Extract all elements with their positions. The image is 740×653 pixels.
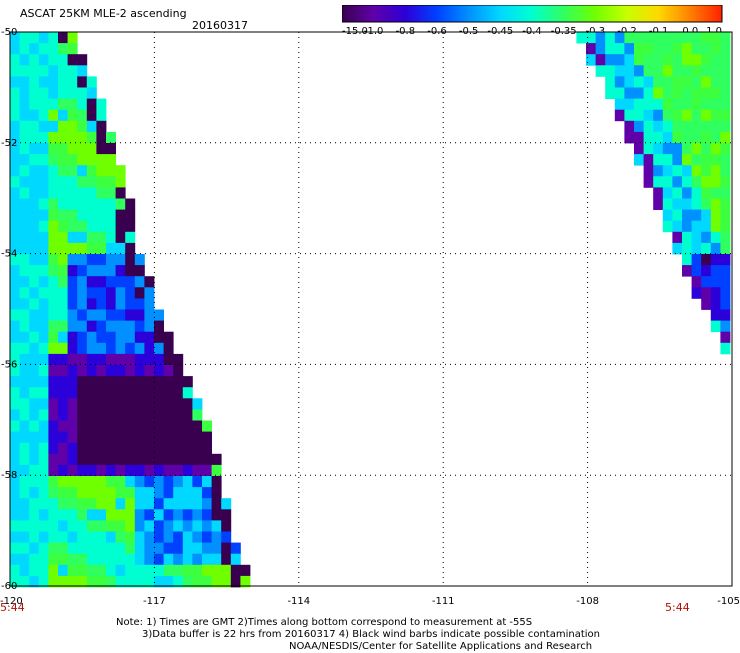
x-tick-label: -120 [0,596,23,607]
colorbar-gradient [342,5,723,23]
colorbar-tick-label: -0.1 [649,26,669,35]
colorbar-tick-label: -0.3 [586,26,606,35]
x-tick-label: -105 [717,596,740,607]
note-line-3: NOAA/NESDIS/Center for Satellite Applica… [289,641,593,652]
note-line-1: Note: 1) Times are GMT 2)Times along bot… [116,617,533,628]
color-scale-legend: -15.0-1.0 -0.8 -0.6 -0.5 -0.45 -0.4 -0.35 -0.3 -… [342,5,723,35]
y-tick-label: -54 [1,249,17,260]
colorbar-tick-label: -0.35 [551,26,577,35]
x-tick-label: -111 [432,596,455,607]
y-tick-label: -60 [1,581,17,592]
map-title: ASCAT 25KM MLE-2 ascending [20,7,187,20]
x-tick-label: -108 [576,596,599,607]
colorbar-tick-label: -15.0 [342,26,368,35]
colorbar-tick-label: -0.8 [396,26,416,35]
y-tick-label: -58 [1,470,17,481]
colorbar-tick-label: -0.4 [522,26,542,35]
x-tick-label: -114 [287,596,310,607]
colorbar-tick-label: -0.2 [617,26,637,35]
colorbar-tick-label: -0.45 [487,26,513,35]
right-time-label: 5:44 [665,601,690,614]
x-tick-label: -117 [143,596,166,607]
colorbar-tick-label: -0.5 [459,26,479,35]
left-time-label: 5:44 [0,601,25,614]
colorbar-tick-label: 0.0 [682,26,698,35]
y-tick-label: -52 [1,138,17,149]
map-date: 20160317 [192,19,248,32]
colorbar-tick-label: -0.6 [427,26,447,35]
colorbar-tick-label: -1.0 [364,26,384,35]
y-tick-label: -56 [1,359,17,370]
y-tick-label: -50 [1,27,17,38]
note-line-2: 3)Data buffer is 22 hrs from 20160317 4)… [142,629,600,640]
colorbar-tick-label: 1.0 [706,26,722,35]
map-frame [9,31,733,587]
